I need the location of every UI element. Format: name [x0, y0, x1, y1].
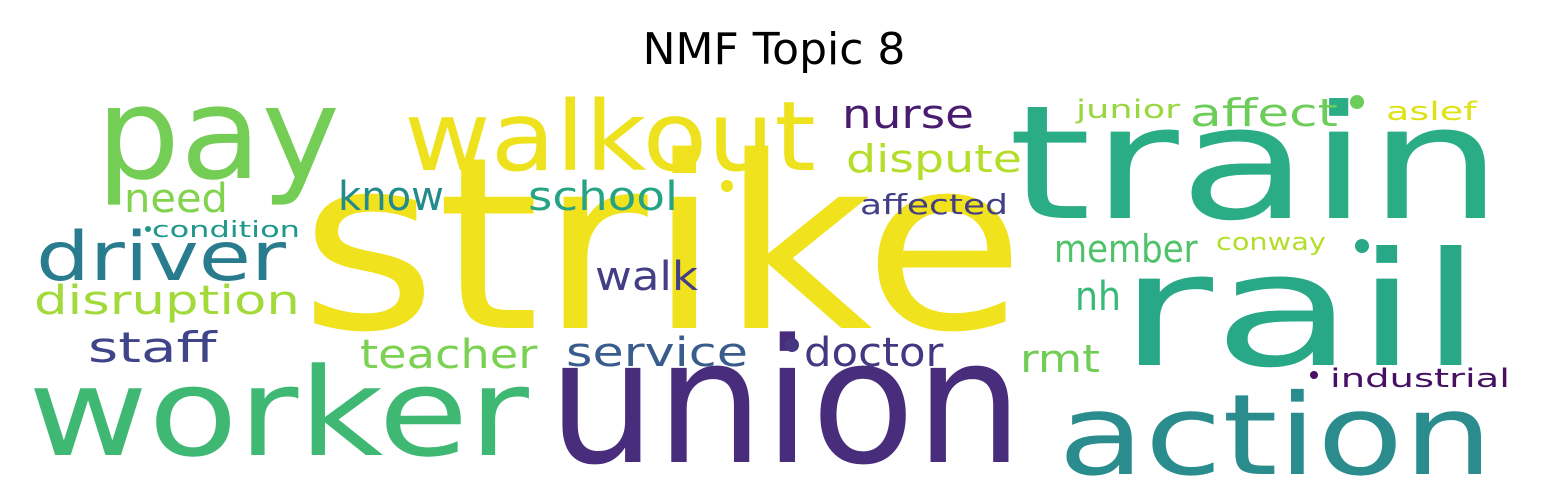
word-doctor: doctor [804, 329, 944, 376]
word-worker: worker [28, 342, 529, 484]
word-rail: rail [1118, 218, 1483, 402]
word-condition: condition [152, 218, 300, 243]
word-strike: strike [300, 107, 1025, 386]
word-rmt: rmt [1020, 337, 1100, 381]
word-service: service [566, 329, 748, 375]
dot-mark-5 [1310, 371, 1318, 379]
word-need: need [124, 175, 228, 222]
word-affected: affected [860, 188, 1008, 221]
word-dispute: dispute [846, 138, 1022, 182]
word-teacher: teacher [360, 332, 538, 378]
page-title: NMF Topic 8 [642, 24, 906, 75]
dot-mark-4 [721, 180, 733, 192]
word-nurse: nurse [842, 92, 974, 138]
word-know: know [338, 174, 444, 220]
word-school: school [528, 174, 678, 220]
word-industrial: industrial [1330, 362, 1510, 393]
word-walkout: walkout [404, 81, 816, 193]
word-junior: junior [1075, 95, 1181, 124]
word-pay: pay [96, 59, 340, 208]
dot-mark-1 [1350, 95, 1364, 109]
dot-mark-3 [785, 338, 799, 352]
word-aslef: aslef [1386, 96, 1478, 126]
word-walk: walk [595, 253, 698, 300]
word-action: action [1058, 371, 1493, 495]
word-driver: driver [36, 218, 286, 297]
word-affect: affect [1190, 91, 1338, 135]
word-train: train [1008, 72, 1503, 256]
word-nh: nh [1075, 274, 1121, 320]
dot-mark-2 [1355, 239, 1369, 253]
word-staff: staff [88, 323, 218, 372]
word-conway: conway [1216, 228, 1326, 256]
word-union: union [548, 303, 1023, 495]
word-disruption: disruption [34, 277, 300, 324]
word-member: member [1054, 227, 1198, 271]
dot-mark-6 [145, 226, 151, 232]
